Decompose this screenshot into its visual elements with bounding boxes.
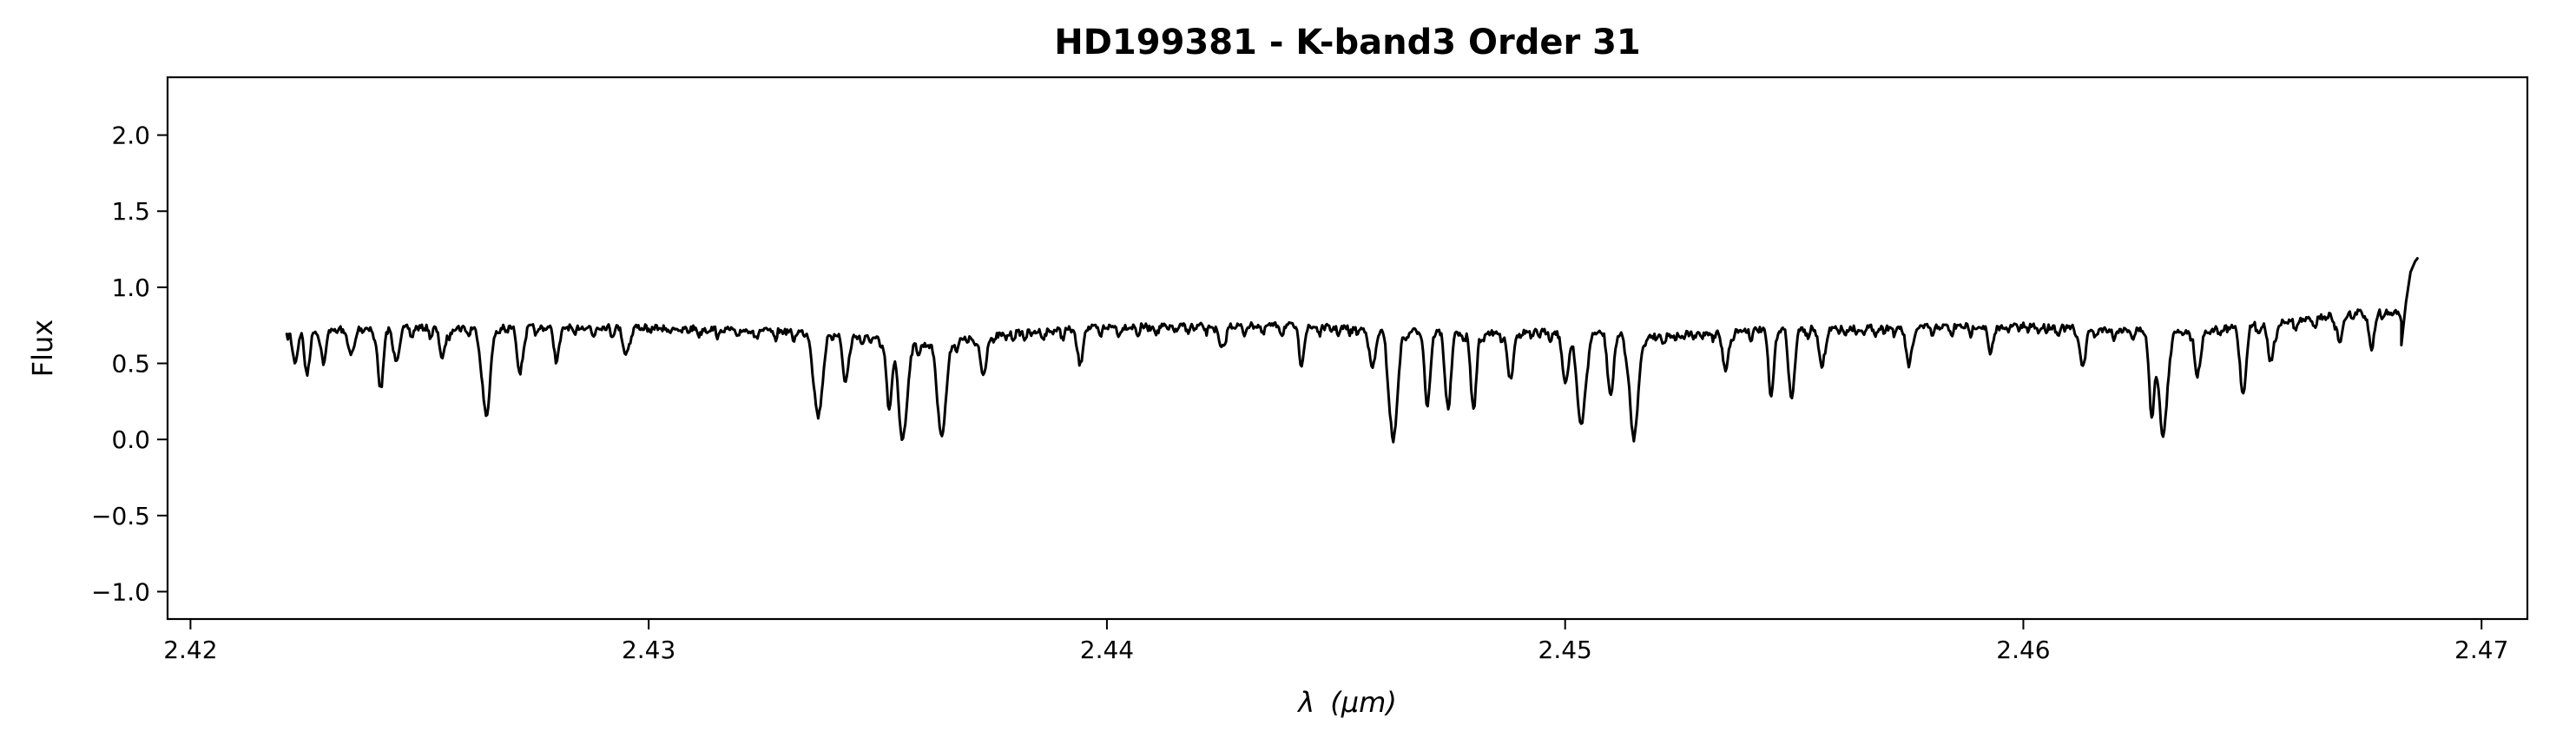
x-axis-ticks: 2.42 2.43 2.44 2.45 2.46 2.47: [163, 619, 2508, 664]
x-axis-label: λ (μm): [1296, 686, 1397, 719]
axes-frame: [166, 76, 2529, 621]
chart-title: HD199381 - K-band3 Order 31: [1054, 23, 1641, 63]
y-tick-label: 0.5: [111, 350, 150, 379]
x-tick-label: 2.43: [622, 636, 675, 664]
y-axis-label: Flux: [26, 320, 59, 378]
y-tick-label: 2.0: [111, 122, 150, 150]
spectrum-line: [285, 257, 2419, 444]
x-tick-label: 2.47: [2454, 636, 2508, 664]
y-tick-label: 1.0: [111, 273, 150, 302]
x-tick-label: 2.46: [1996, 636, 2050, 664]
y-tick-label: 0.0: [111, 425, 150, 454]
y-tick-label: −1.0: [91, 577, 150, 606]
y-tick-label: 1.5: [111, 197, 150, 226]
plot-content: [285, 257, 2419, 444]
x-axis-label-unit: (μm): [1330, 686, 1397, 719]
x-tick-label: 2.44: [1080, 636, 1134, 664]
x-tick-label: 2.42: [163, 636, 217, 664]
x-tick-label: 2.45: [1538, 636, 1592, 664]
y-tick-label: −0.5: [91, 502, 150, 530]
x-axis-label-symbol: λ: [1296, 686, 1314, 719]
y-axis-ticks: −1.0 −0.5 0.0 0.5 1.0 1.5 2.0: [91, 122, 168, 606]
